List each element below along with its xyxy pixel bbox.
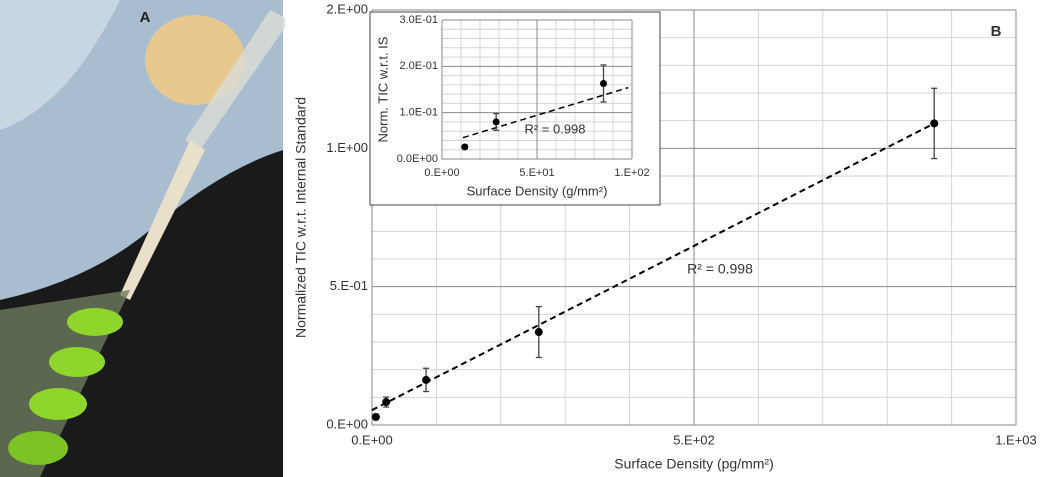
panel-label: B: [991, 23, 1002, 40]
y-tick-label: 2.0E-01: [399, 60, 438, 72]
panel-label: A: [140, 9, 151, 26]
x-axis-title: Surface Density (g/mm²): [467, 183, 608, 198]
y-tick-label: 1.0E-01: [399, 107, 438, 119]
data-point: [371, 412, 380, 421]
data-point: [534, 328, 543, 337]
data-point: [382, 398, 391, 407]
x-tick-label: 0.E+00: [351, 432, 393, 447]
data-point: [930, 119, 939, 128]
y-tick-label: 0.0E+00: [397, 153, 438, 165]
ring: [145, 15, 245, 105]
syringe: [185, 10, 290, 150]
y-tick-label: 2.E+00: [326, 1, 368, 16]
y-axis-title: Normalized TIC w.r.t. Internal Standard: [293, 97, 309, 338]
x-tick-label: 0.E+00: [424, 167, 459, 179]
sample-spot: [49, 347, 105, 377]
x-tick-label: 1.E+02: [614, 167, 649, 179]
data-point: [600, 79, 607, 87]
x-tick-label: 5.E+02: [673, 432, 715, 447]
y-tick-label: 3.0E-01: [399, 14, 438, 26]
r-squared-annotation: R² = 0.998: [524, 121, 585, 136]
sample-spot: [67, 308, 123, 336]
y-tick-label: 1.E+00: [326, 140, 368, 155]
inset-chart: 0.E+00 5.E+01 1.E+02 0.0E+00 1.0E-01 2.0E-01 3…: [369, 11, 661, 206]
y-axis-title: Norm. TIC w.r.t. IS: [375, 36, 390, 142]
data-point: [422, 375, 431, 384]
sample-spot: [8, 431, 68, 465]
trendline: [462, 86, 629, 139]
x-tick-label: 5.E+01: [519, 167, 554, 179]
y-tick-label: 0.E+00: [326, 416, 368, 431]
r-squared-annotation: R² = 0.998: [687, 261, 753, 277]
inset-frame: [369, 11, 661, 206]
data-point: [492, 118, 500, 126]
x-axis-title: Surface Density (pg/mm²): [614, 456, 773, 472]
x-tick-label: 1.E+03: [995, 432, 1037, 447]
y-tick-label: 5.E-01: [330, 278, 368, 293]
sample-spot: [29, 388, 87, 420]
photo: A: [0, 0, 290, 477]
glass-slide: [0, 290, 130, 477]
data-point: [461, 143, 469, 151]
glove-highlight: [0, 0, 120, 130]
trendline: [371, 122, 935, 411]
needle-hub: [120, 140, 205, 300]
